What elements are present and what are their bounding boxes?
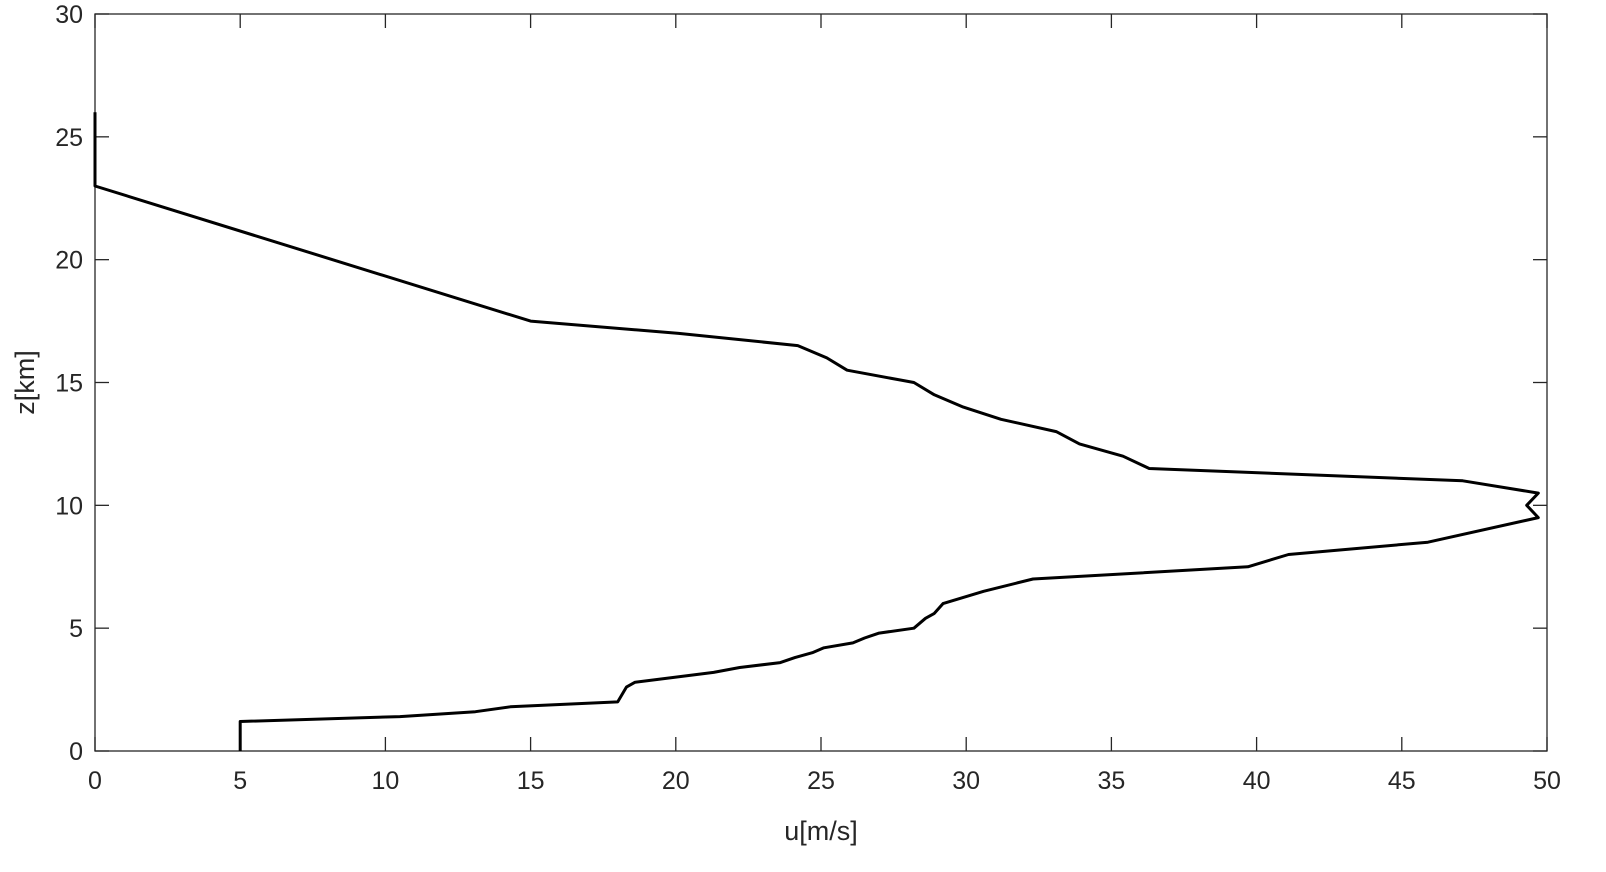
x-tick-label: 5 [233, 767, 247, 795]
x-tick-label: 20 [662, 767, 690, 795]
x-tick-label: 50 [1533, 767, 1561, 795]
x-tick-label: 40 [1243, 767, 1271, 795]
x-tick-label: 45 [1388, 767, 1416, 795]
y-tick-label: 15 [55, 370, 83, 398]
x-tick-label: 25 [807, 767, 835, 795]
x-axis-label: u[m/s] [784, 816, 858, 846]
y-tick-label: 30 [55, 1, 83, 29]
x-tick-label: 10 [371, 767, 399, 795]
y-axis-ticks: 0 5 10 15 20 25 30 [55, 1, 1547, 766]
x-tick-label: 15 [517, 767, 545, 795]
y-tick-label: 10 [55, 492, 83, 520]
y-tick-label: 25 [55, 124, 83, 152]
x-axis-ticks: 0 5 10 15 20 25 30 35 40 45 50 [88, 14, 1561, 795]
y-tick-label: 20 [55, 247, 83, 275]
y-tick-label: 5 [69, 615, 83, 643]
plot-area [94, 13, 1548, 752]
x-tick-label: 35 [1097, 767, 1125, 795]
series-line [93, 112, 1540, 751]
x-tick-label: 30 [952, 767, 980, 795]
x-tick-label: 0 [88, 767, 102, 795]
y-axis-label: z[km] [10, 350, 40, 415]
y-tick-label: 0 [69, 738, 83, 766]
